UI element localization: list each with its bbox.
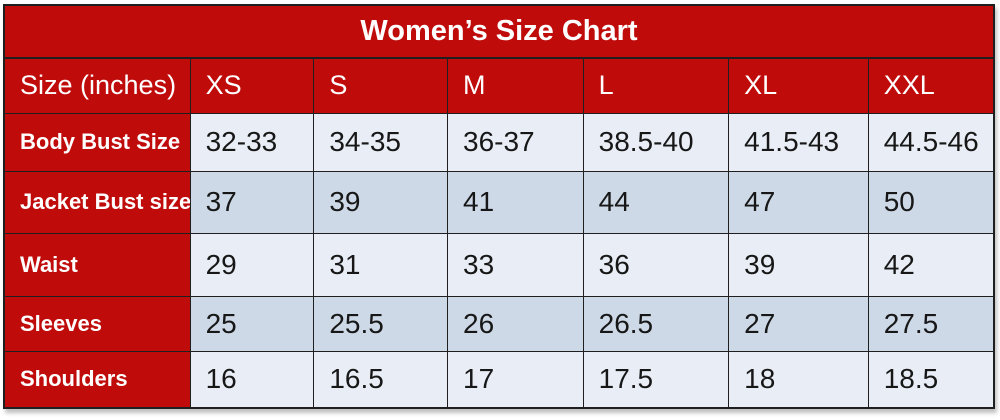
column-header-l: L xyxy=(582,57,730,114)
row-label: Sleeves xyxy=(3,295,191,352)
column-header-s: S xyxy=(313,57,448,114)
size-value-cell: 25 xyxy=(189,295,315,352)
row-label: Jacket Bust size xyxy=(3,170,191,234)
size-value-cell: 44.5-46 xyxy=(867,112,995,172)
size-value-cell: 26 xyxy=(447,295,584,352)
size-value-cell: 37 xyxy=(189,170,315,234)
size-value-cell: 29 xyxy=(189,232,315,297)
column-header-xl: XL xyxy=(728,57,869,114)
size-value-cell: 41 xyxy=(447,170,584,234)
size-value-cell: 47 xyxy=(728,170,869,234)
table-row-body-bust-size: Body Bust Size 32-33 34-35 36-37 38.5-40… xyxy=(3,112,995,172)
size-value-cell: 36 xyxy=(582,232,730,297)
size-value-cell: 36-37 xyxy=(447,112,584,172)
size-value-cell: 50 xyxy=(867,170,995,234)
size-header-row: Size (inches) XS S M L XL XXL xyxy=(3,57,995,114)
size-value-cell: 34-35 xyxy=(313,112,448,172)
size-value-cell: 17 xyxy=(447,350,584,409)
size-value-cell: 18.5 xyxy=(867,350,995,409)
size-value-cell: 25.5 xyxy=(313,295,448,352)
size-value-cell: 41.5-43 xyxy=(728,112,869,172)
size-value-cell: 27 xyxy=(728,295,869,352)
column-header-m: M xyxy=(447,57,584,114)
table-row-jacket-bust-size: Jacket Bust size 37 39 41 44 47 50 xyxy=(3,170,995,234)
size-value-cell: 16 xyxy=(189,350,315,409)
size-value-cell: 42 xyxy=(867,232,995,297)
column-header-xs: XS xyxy=(189,57,315,114)
size-value-cell: 39 xyxy=(313,170,448,234)
table-row-shoulders: Shoulders 16 16.5 17 17.5 18 18.5 xyxy=(3,350,995,409)
column-header-xxl: XXL xyxy=(867,57,995,114)
size-value-cell: 31 xyxy=(313,232,448,297)
table-row-waist: Waist 29 31 33 36 39 42 xyxy=(3,232,995,297)
size-value-cell: 44 xyxy=(582,170,730,234)
size-value-cell: 39 xyxy=(728,232,869,297)
size-value-cell: 17.5 xyxy=(582,350,730,409)
size-value-cell: 26.5 xyxy=(582,295,730,352)
table-row-sleeves: Sleeves 25 25.5 26 26.5 27 27.5 xyxy=(3,295,995,352)
size-value-cell: 32-33 xyxy=(189,112,315,172)
size-value-cell: 27.5 xyxy=(867,295,995,352)
title-row: Women’s Size Chart xyxy=(3,4,995,59)
size-value-cell: 18 xyxy=(728,350,869,409)
row-label: Shoulders xyxy=(3,350,191,409)
row-label: Waist xyxy=(3,232,191,297)
column-header-size-inches: Size (inches) xyxy=(3,57,191,114)
chart-title: Women’s Size Chart xyxy=(3,4,995,59)
size-value-cell: 38.5-40 xyxy=(582,112,730,172)
row-label: Body Bust Size xyxy=(3,112,191,172)
size-value-cell: 16.5 xyxy=(313,350,448,409)
size-value-cell: 33 xyxy=(447,232,584,297)
womens-size-chart-table: Women’s Size Chart Size (inches) XS S M … xyxy=(3,4,995,409)
